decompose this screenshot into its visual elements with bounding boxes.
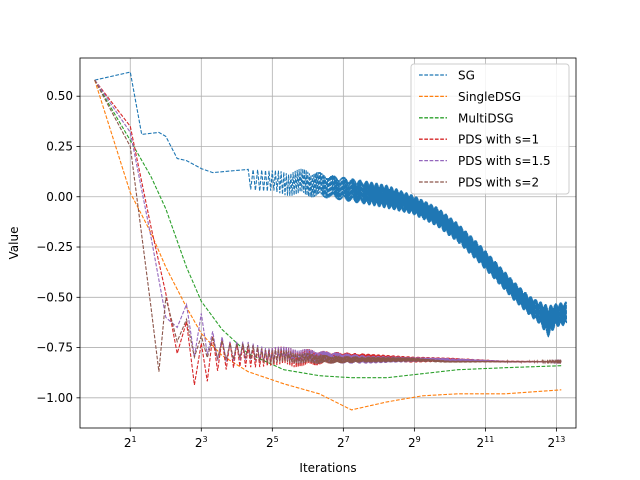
x-tick-exponent: 5: [274, 435, 279, 444]
legend-label: MultiDSG: [458, 111, 514, 125]
legend-label: PDS with s=1.5: [458, 154, 551, 168]
y-axis-ticks: 0.50 0.25 0.00 −0.25 −0.50 −0.75 −1.00: [36, 89, 80, 405]
y-tick-label: −1.00: [36, 391, 73, 405]
x-tick-exponent: 9: [416, 435, 421, 444]
series-line: [94, 71, 568, 338]
x-tick-exponent: 3: [203, 435, 208, 444]
y-tick-label: −0.75: [36, 341, 73, 355]
legend-label: SingleDSG: [458, 90, 521, 104]
legend-frame: [410, 63, 570, 195]
legend: SG SingleDSG MultiDSG PDS with s=1 PDS with …: [410, 63, 570, 195]
plot-area-frame: [79, 57, 577, 429]
x-tick-exponent: 7: [345, 435, 350, 444]
series-line: [94, 79, 562, 372]
y-tick-label: 0.00: [46, 190, 73, 204]
y-tick-label: −0.50: [36, 290, 73, 304]
series-lines: [94, 71, 568, 411]
y-axis-label: Value: [7, 227, 21, 260]
legend-label: PDS with s=1: [458, 133, 539, 147]
legend-label: PDS with s=2: [458, 176, 539, 190]
y-tick-label: 0.25: [46, 139, 73, 153]
legend-label: SG: [458, 69, 475, 83]
x-tick-exponent: 13: [555, 435, 565, 444]
x-axis-label: Iterations: [299, 461, 356, 475]
x-tick-exponent: 1: [132, 435, 137, 444]
y-tick-label: −0.25: [36, 240, 73, 254]
series-line: [94, 79, 562, 379]
series-line: [94, 79, 562, 411]
y-tick-label: 0.50: [46, 89, 73, 103]
x-tick-exponent: 11: [484, 435, 494, 444]
